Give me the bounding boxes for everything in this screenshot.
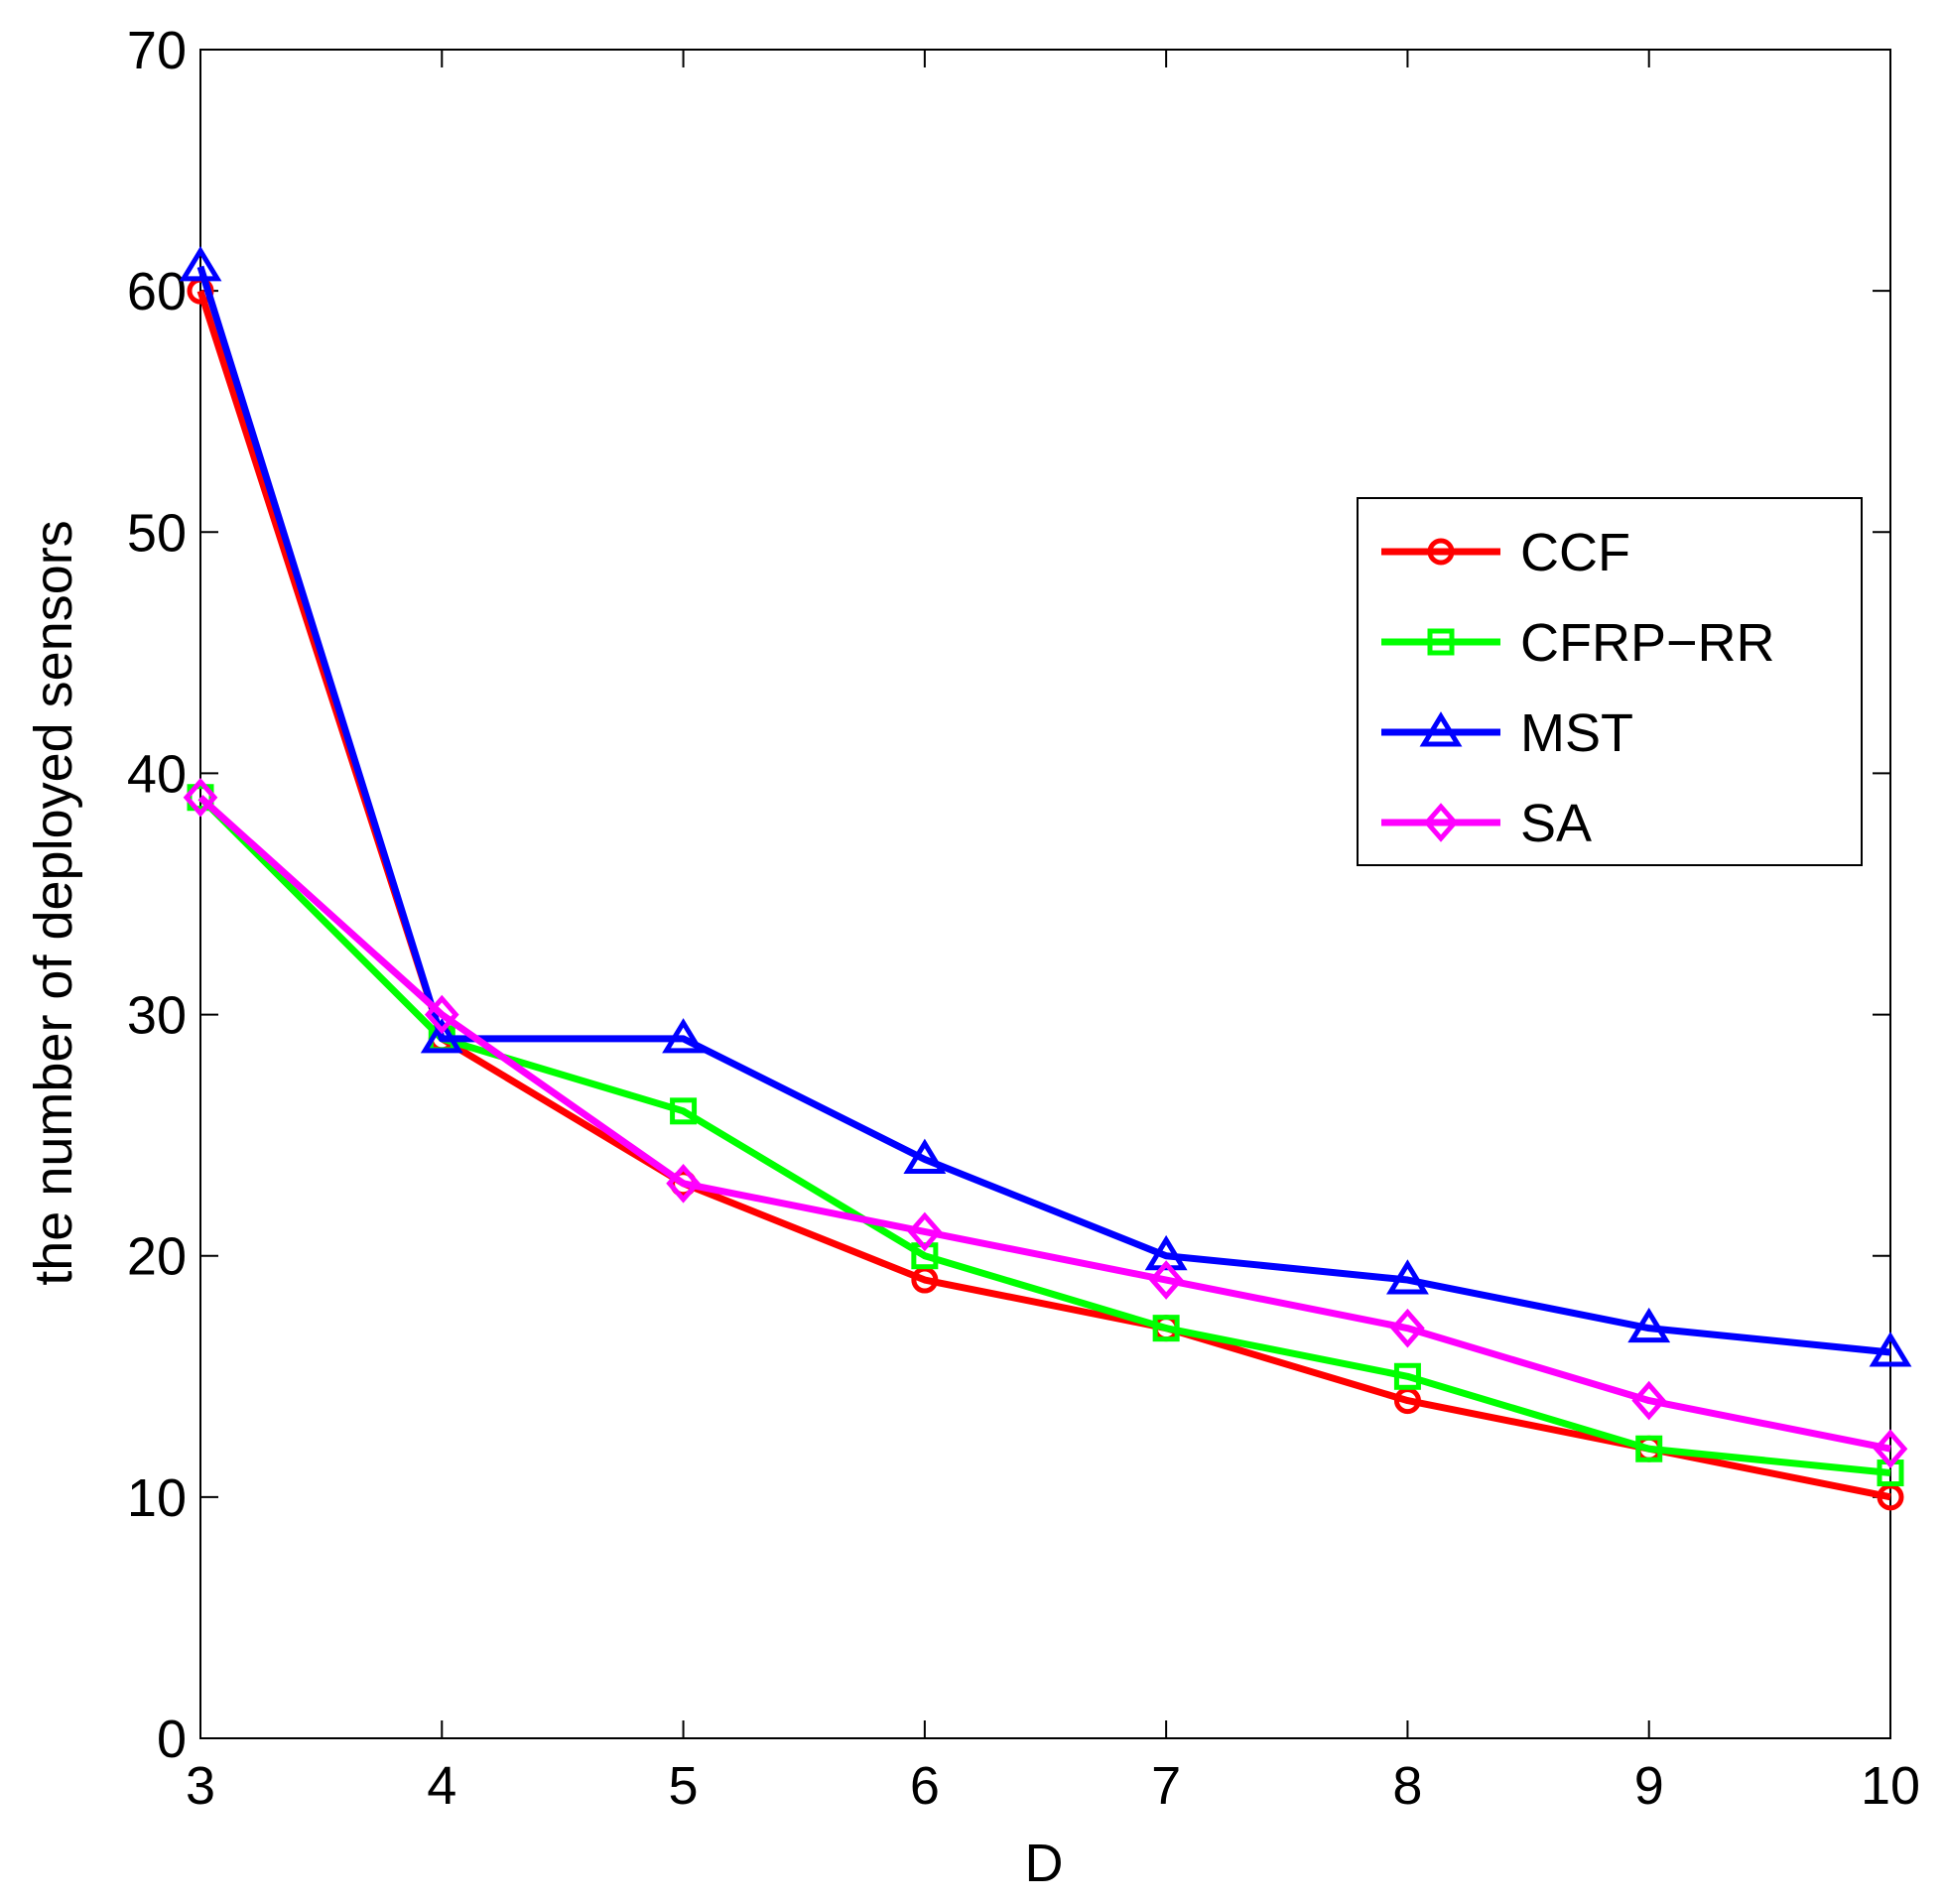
legend-item-mst: MST: [1381, 703, 1633, 763]
y-axis-label: the number of deployed sensors: [24, 520, 83, 1285]
axes-box: [199, 49, 1891, 1739]
y-tick-label: 40: [127, 744, 187, 804]
plot-area: [199, 49, 1891, 1739]
legend-item-ccf: CCF: [1381, 523, 1630, 582]
data-point-mst: [903, 1138, 947, 1174]
legend-label-cfrp-rr: CFRP−RR: [1520, 613, 1775, 673]
x-axis-label: D: [1025, 1834, 1064, 1893]
data-point-mst: [662, 1018, 706, 1054]
data-point-sa: [1873, 1429, 1908, 1469]
x-tick-label: 4: [427, 1756, 456, 1816]
data-point-mst: [1627, 1307, 1671, 1343]
data-point-sa: [1390, 1308, 1425, 1348]
legend-marker-mst: [1419, 711, 1463, 747]
x-tick-label: 6: [910, 1756, 940, 1816]
legend: CCF CFRP−RR MST SA: [1357, 497, 1863, 866]
series-line-cfrp-rr: [197, 795, 1891, 1477]
y-tick-label: 0: [157, 1710, 187, 1769]
y-tick-label: 60: [127, 262, 187, 321]
data-point-mst: [420, 1018, 463, 1054]
y-tick-label: 70: [127, 21, 187, 80]
y-tick-label: 30: [127, 986, 187, 1046]
series-sa: [183, 777, 1908, 1469]
x-tick-label: 10: [1861, 1756, 1920, 1816]
legend-label-ccf: CCF: [1520, 523, 1630, 582]
legend-marker-cfrp-rr: [1427, 628, 1455, 656]
series-line-ccf: [196, 290, 1891, 1501]
x-tick-label: 5: [669, 1756, 699, 1816]
legend-marker-ccf: [1427, 538, 1455, 566]
data-point-sa: [666, 1163, 701, 1204]
y-tick-label: 10: [127, 1468, 187, 1528]
x-tick-label: 7: [1151, 1756, 1181, 1816]
series-cfrp-rr: [187, 784, 1904, 1487]
data-point-cfrp-rr: [670, 1097, 698, 1125]
data-point-sa: [424, 994, 459, 1035]
legend-item-sa: SA: [1381, 794, 1592, 853]
x-tick-label: 9: [1634, 1756, 1664, 1816]
data-point-sa: [1148, 1260, 1184, 1300]
legend-marker-sa: [1423, 803, 1459, 842]
data-point-sa: [907, 1211, 943, 1252]
x-tick-label: 3: [186, 1756, 215, 1816]
data-point-sa: [1631, 1380, 1667, 1421]
x-tick-label: 8: [1392, 1756, 1422, 1816]
data-point-mst: [1385, 1259, 1429, 1295]
axis-ticks: 3 4 5 6 7 8 9 10 0 10 20 30 40 50 60 70: [127, 21, 1920, 1816]
data-point-sa: [183, 777, 218, 818]
legend-label-mst: MST: [1520, 703, 1633, 763]
series-line-sa: [197, 795, 1891, 1453]
data-point-cfrp-rr: [1152, 1315, 1180, 1342]
legend-item-cfrp-rr: CFRP−RR: [1381, 613, 1775, 673]
data-point-mst: [1869, 1332, 1912, 1367]
data-point-mst: [179, 246, 222, 282]
y-tick-label: 20: [127, 1227, 187, 1287]
data-point-cfrp-rr: [1635, 1435, 1663, 1462]
y-tick-label: 50: [127, 503, 187, 563]
data-point-cfrp-rr: [1393, 1362, 1421, 1390]
series-group: [179, 246, 1912, 1511]
legend-label-sa: SA: [1520, 794, 1592, 853]
